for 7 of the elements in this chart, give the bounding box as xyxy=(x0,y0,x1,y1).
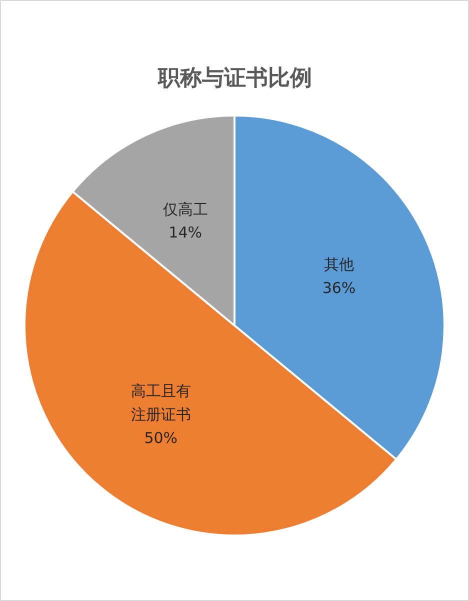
data-label: 36% xyxy=(322,279,356,298)
data-label: 50% xyxy=(144,428,178,447)
chart-title: 职称与证书比例 xyxy=(157,66,312,91)
data-label: 14% xyxy=(168,224,202,242)
slice-label: 其他 xyxy=(324,256,354,274)
slice-label: 仅高工 xyxy=(162,200,208,218)
slice-label: 高工且有注册证书 xyxy=(130,382,191,424)
